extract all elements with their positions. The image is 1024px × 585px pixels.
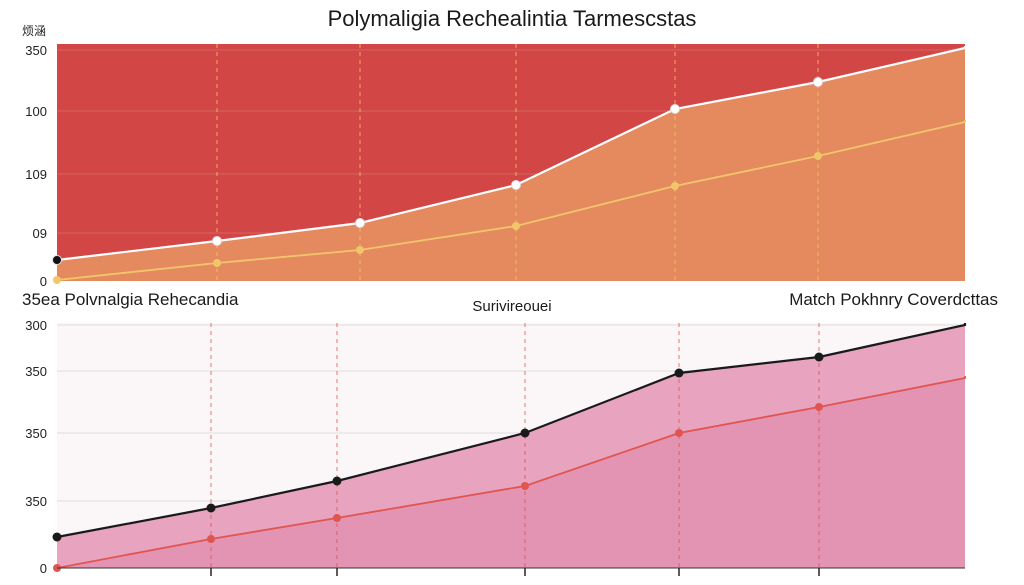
data-point (813, 77, 823, 87)
top-corner-label: 烦涵 (22, 24, 47, 38)
area-fill (57, 45, 965, 281)
series-line-2 (56, 120, 966, 281)
y-tick-label: 0 (40, 561, 47, 576)
data-point (675, 429, 683, 437)
data-point (53, 276, 61, 284)
bottom-chart-right-label: Match Pokhnry Coverdcttas (789, 290, 998, 309)
y-tick-label: 300 (25, 318, 47, 333)
data-point (332, 476, 342, 486)
y-tick-label: 350 (25, 43, 47, 58)
data-point (512, 222, 520, 230)
data-point (355, 218, 365, 228)
y-tick-label: 0 (40, 274, 47, 289)
chart-panel-1: 350 100 109 09 0 (25, 43, 967, 289)
bottom-chart-left-label: 35ea Polvnalgia Rehecandia (22, 290, 239, 309)
data-point (333, 514, 341, 522)
y-tick-label: 109 (25, 167, 47, 182)
bottom-chart-center-label: Surivireouei (472, 298, 552, 315)
data-point (674, 368, 684, 378)
data-point (670, 104, 680, 114)
data-point (814, 152, 822, 160)
data-point (206, 503, 216, 513)
data-point (511, 180, 521, 190)
data-point (671, 182, 679, 190)
data-point (207, 535, 215, 543)
y-tick-label: 100 (25, 104, 47, 119)
data-point (213, 259, 221, 267)
lower-area-fill (57, 378, 965, 568)
series-line-1 (56, 323, 967, 539)
data-point (212, 236, 222, 246)
y-tick-label: 09 (33, 226, 47, 241)
data-point (520, 428, 530, 438)
data-point (52, 532, 62, 542)
series-line-1 (56, 46, 967, 262)
y-tick-label: 350 (25, 494, 47, 509)
series-line-2 (56, 376, 966, 569)
chart-title: Polymaligia Rechealintia Tarmescstas (327, 6, 697, 31)
area-fill (57, 322, 965, 568)
data-point (521, 482, 529, 490)
data-point (815, 403, 823, 411)
watermark: AI生成 (958, 555, 1012, 575)
data-point (814, 352, 824, 362)
y-tick-label: 350 (25, 426, 47, 441)
chart-panel-2: 300 350 350 350 0 (25, 318, 967, 576)
data-point (356, 246, 364, 254)
data-point (52, 255, 62, 265)
y-tick-label: 350 (25, 364, 47, 379)
